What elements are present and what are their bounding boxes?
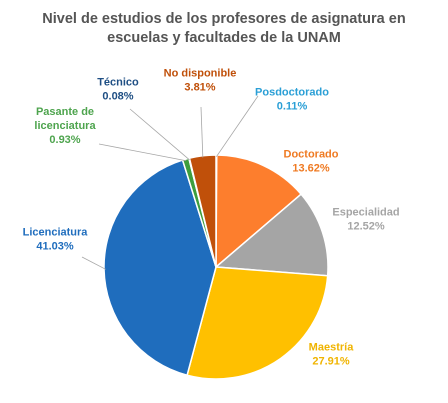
slice-label: Especialidad 12.52% — [332, 207, 399, 233]
slice-value-label: 12.52% — [347, 221, 385, 233]
slice-value-label: 0.08% — [102, 91, 133, 103]
chart-title: Nivel de estudios de los profesores de a… — [0, 10, 448, 48]
chart-title-line-2: escuelas y facultades de la UNAM — [107, 30, 341, 46]
slice-name-label: Pasante de — [36, 106, 94, 118]
slice-label: Maestría 27.91% — [309, 342, 355, 368]
slice-name-label: Licenciatura — [23, 227, 89, 239]
leader-line — [98, 143, 187, 162]
slice-label: Técnico 0.08% — [97, 77, 139, 103]
leader-lines — [81, 95, 259, 270]
slice-name-label: Posdoctorado — [255, 87, 329, 99]
slice-label: Licenciatura 41.03% — [23, 227, 89, 253]
slice-value-label: 0.93% — [49, 134, 80, 146]
chart-title-line-1: Nivel de estudios de los profesores de a… — [42, 11, 406, 27]
slice-labels: Posdoctorado 0.11% Doctorado 13.62% Especial… — [23, 68, 400, 368]
slice-value-label: 0.11% — [277, 101, 308, 113]
slice-name-label: Doctorado — [284, 149, 339, 161]
pie-slice-doctorado — [215, 154, 303, 269]
slice-label: Posdoctorado 0.11% — [255, 87, 329, 113]
pie-slice-maestr-a — [186, 266, 329, 380]
pie-slice-licenciatura — [103, 159, 217, 377]
pie-slice-especialidad — [214, 193, 329, 277]
leader-line — [200, 106, 204, 158]
slice-value-label: 41.03% — [36, 241, 74, 253]
slice-value-label: 27.91% — [312, 356, 350, 368]
slice-name-label: Maestría — [309, 342, 355, 354]
pie-slices — [103, 154, 329, 380]
slice-value-label: 13.62% — [292, 163, 330, 175]
slice-name-label: No disponible — [164, 68, 237, 80]
slice-label: No disponible 3.81% — [164, 68, 237, 94]
leader-line — [81, 256, 106, 270]
leader-line — [216, 95, 259, 157]
slice-name-label: Técnico — [97, 77, 139, 89]
slice-name-label: licenciatura — [34, 120, 96, 132]
slice-name-label: Especialidad — [332, 207, 399, 219]
slice-label: Doctorado 13.62% — [284, 149, 339, 175]
slice-label: Pasante de licenciatura 0.93% — [34, 106, 96, 146]
leader-line — [129, 108, 190, 161]
slice-value-label: 3.81% — [184, 82, 215, 94]
